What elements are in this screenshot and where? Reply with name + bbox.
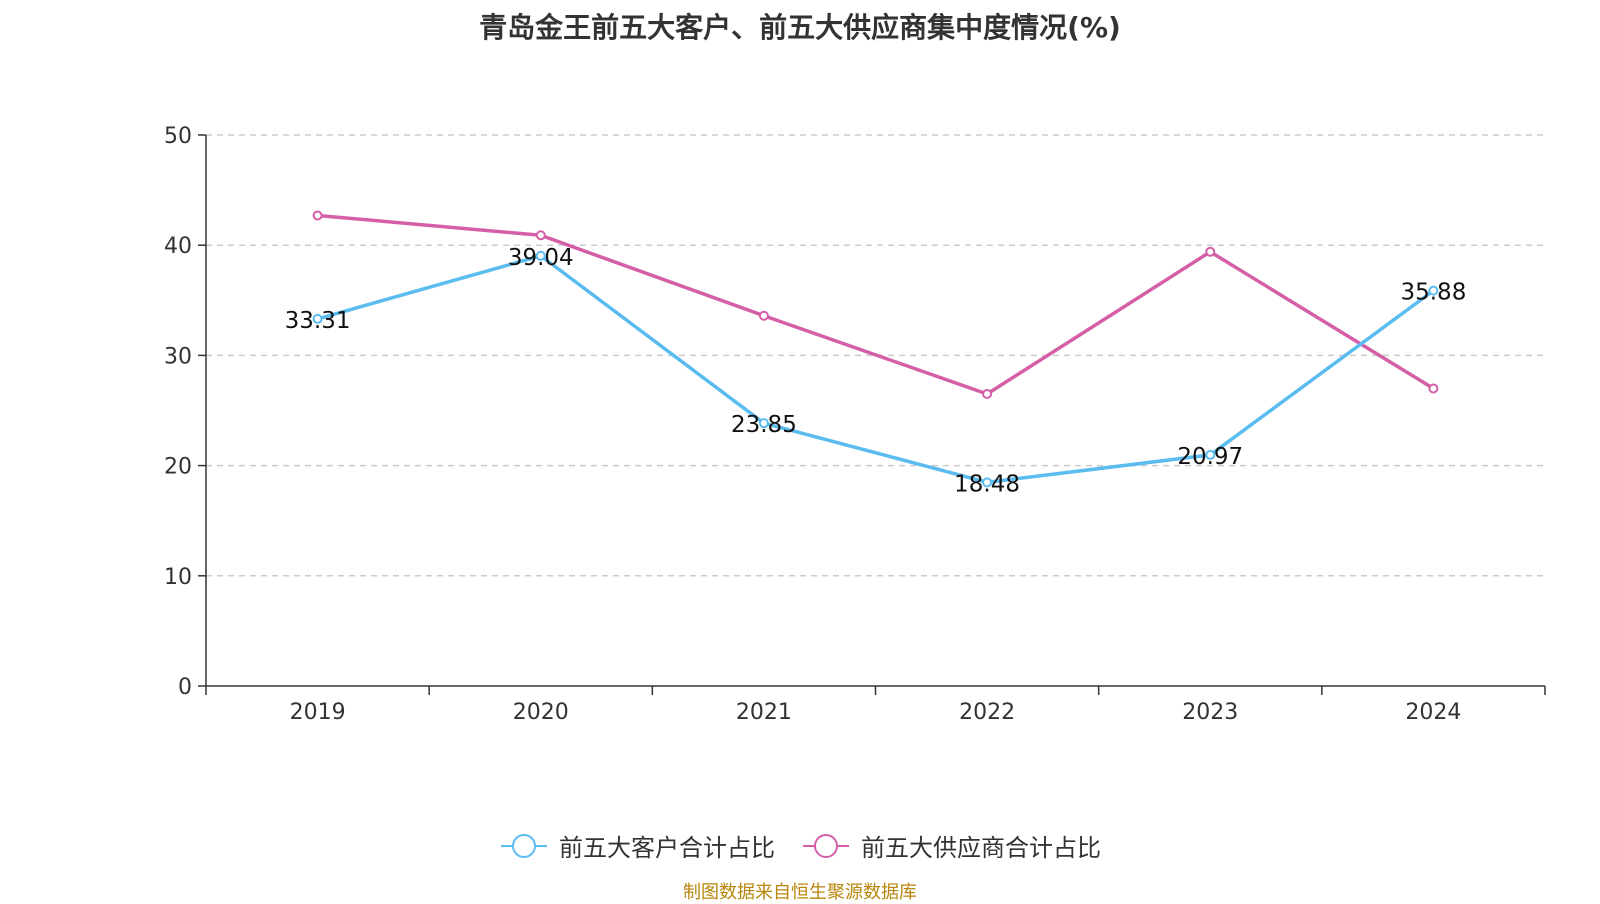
data-point xyxy=(535,250,546,261)
legend-item-customers[interactable]: 前五大客户合计占比 xyxy=(499,828,775,863)
legend-line-circle-icon xyxy=(501,833,547,858)
data-point xyxy=(312,210,323,221)
data-label: 18.48 xyxy=(954,471,1020,497)
series-line xyxy=(317,213,1435,396)
data-labels: 33.31 39.04 23.85 18.48 20.97 35.88 xyxy=(285,245,1467,498)
data-point xyxy=(1428,285,1439,296)
x-tick-label: 2020 xyxy=(513,700,569,725)
data-label: 33.31 xyxy=(285,308,351,334)
series-line xyxy=(317,254,1435,485)
grid-lines xyxy=(206,134,1545,577)
x-tick-label: 2024 xyxy=(1405,700,1461,725)
data-point xyxy=(1205,246,1216,257)
series xyxy=(312,210,1439,488)
legend-label-suppliers: 前五大供应商合计占比 xyxy=(861,834,1101,862)
y-tick-label: 10 xyxy=(164,565,192,590)
data-point xyxy=(758,310,769,321)
data-point xyxy=(982,388,993,399)
data-label: 35.88 xyxy=(1400,280,1466,306)
x-tick-label: 2021 xyxy=(736,700,792,725)
chart-title: 青岛金王前五大客户、前五大供应商集中度情况(%) xyxy=(479,11,1121,44)
legend-line-circle-icon xyxy=(803,833,849,858)
data-label: 23.85 xyxy=(731,412,797,438)
x-tick-label: 2019 xyxy=(290,700,346,725)
data-point xyxy=(312,313,323,324)
y-tick-label: 20 xyxy=(164,455,192,480)
axes: 0 10 20 30 40 50 2019 2020 2021 2022 2023 2024 xyxy=(164,124,1546,725)
data-point xyxy=(535,230,546,241)
y-tick-label: 30 xyxy=(164,344,192,369)
data-point xyxy=(982,477,993,488)
data-point xyxy=(1205,449,1216,460)
x-tick-label: 2023 xyxy=(1182,700,1238,725)
data-label: 39.04 xyxy=(508,245,574,271)
x-tick-label: 2022 xyxy=(959,700,1015,725)
data-point xyxy=(758,418,769,429)
source-note: 制图数据来自恒生聚源数据库 xyxy=(683,882,917,903)
data-point xyxy=(1428,383,1439,394)
legend: 前五大客户合计占比 前五大供应商合计占比 xyxy=(0,828,1600,863)
y-tick-label: 40 xyxy=(164,234,192,259)
y-tick-label: 50 xyxy=(164,124,192,149)
legend-label-customers: 前五大客户合计占比 xyxy=(559,834,775,862)
y-tick-label: 0 xyxy=(178,675,192,700)
legend-item-suppliers[interactable]: 前五大供应商合计占比 xyxy=(801,828,1101,863)
data-label: 20.97 xyxy=(1177,444,1243,470)
